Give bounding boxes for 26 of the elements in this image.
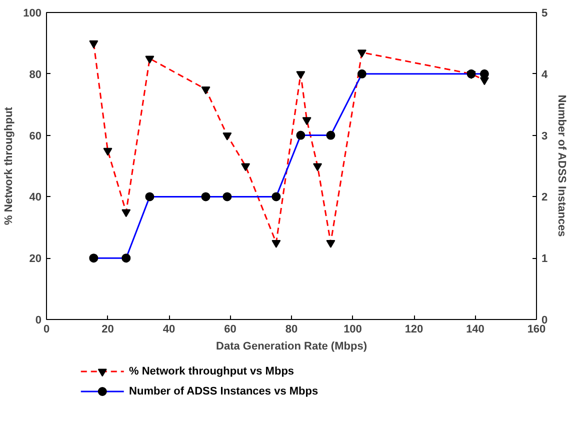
y2-tick-label: 1: [542, 253, 548, 266]
y2-tick-label: 4: [542, 68, 548, 81]
y2-axis-title: Number of ADSS Instances: [556, 94, 568, 237]
x-tick-label: 80: [285, 324, 298, 336]
y2-tick-label: 2: [542, 192, 548, 204]
x-axis-title: Data Generation Rate (Mbps): [216, 340, 368, 352]
y-tick-label: 20: [29, 253, 42, 266]
y2-tick-label: 3: [542, 130, 548, 142]
x-tick-label: 0: [43, 324, 50, 336]
y2-tick-label: 0: [542, 314, 548, 326]
x-tick-label: 100: [344, 324, 362, 336]
y-axis-title: % Network throughput: [3, 106, 16, 225]
x-tick-label: 60: [224, 324, 236, 336]
x-tick-label: 160: [527, 324, 546, 336]
y2-tick-label: 5: [542, 8, 548, 20]
x-tick-label: 40: [162, 324, 176, 336]
y-tick-label: 0: [35, 314, 42, 326]
y-tick-label: 40: [29, 192, 42, 204]
y-tick-label: 100: [23, 8, 42, 20]
x-tick-label: 120: [404, 324, 424, 336]
x-tick-label: 140: [466, 324, 484, 336]
legend-label: % Network throughput vs Mbps: [129, 366, 294, 378]
y-tick-label: 60: [29, 130, 42, 142]
y-tick-label: 80: [29, 68, 42, 81]
legend-label: Number of ADSS Instances vs Mbps: [129, 386, 318, 398]
x-tick-label: 20: [102, 324, 114, 336]
